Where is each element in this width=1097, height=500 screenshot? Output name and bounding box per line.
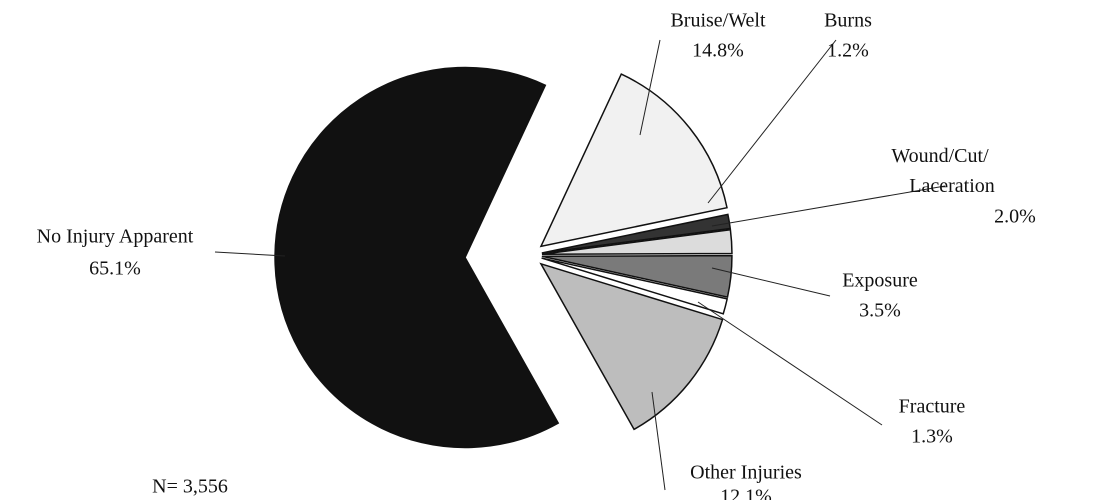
slice-label: No Injury Apparent [37, 226, 194, 248]
leader-line [214, 251, 286, 257]
value-label: 1.2% [827, 40, 869, 62]
pie-slice [274, 66, 560, 449]
leader-line [639, 39, 661, 136]
value-label: 12.1% [720, 486, 772, 500]
slice-label: Burns [824, 10, 872, 32]
label-line: Wound/Cut/ [891, 145, 989, 167]
label-line: Laceration [909, 175, 995, 197]
pie-slice [541, 228, 733, 255]
pie-slice [539, 262, 724, 431]
slice-label: Fracture [899, 396, 966, 418]
leader-line [711, 185, 946, 227]
leader-line [651, 391, 666, 491]
pie-slice [541, 213, 732, 254]
value-label: 65.1% [89, 258, 141, 280]
value-label: 3.5% [859, 300, 901, 322]
value-label: 14.8% [692, 40, 744, 62]
slice-label: Bruise/Welt [670, 10, 765, 32]
value-label: 1.3% [911, 426, 953, 448]
slice-label: Exposure [842, 270, 918, 292]
leader-line [711, 267, 831, 297]
leader-line [707, 39, 837, 204]
leader-line [697, 301, 883, 426]
slice-label: Wound/Cut/Laceration [891, 145, 994, 197]
annotation: N= 3,556 [152, 476, 228, 498]
pie-slice [541, 257, 729, 315]
slice-label: Other Injuries [690, 462, 802, 484]
pie-slice [539, 73, 728, 248]
pie-slice [541, 254, 733, 298]
value-label: 2.0% [994, 206, 1036, 228]
